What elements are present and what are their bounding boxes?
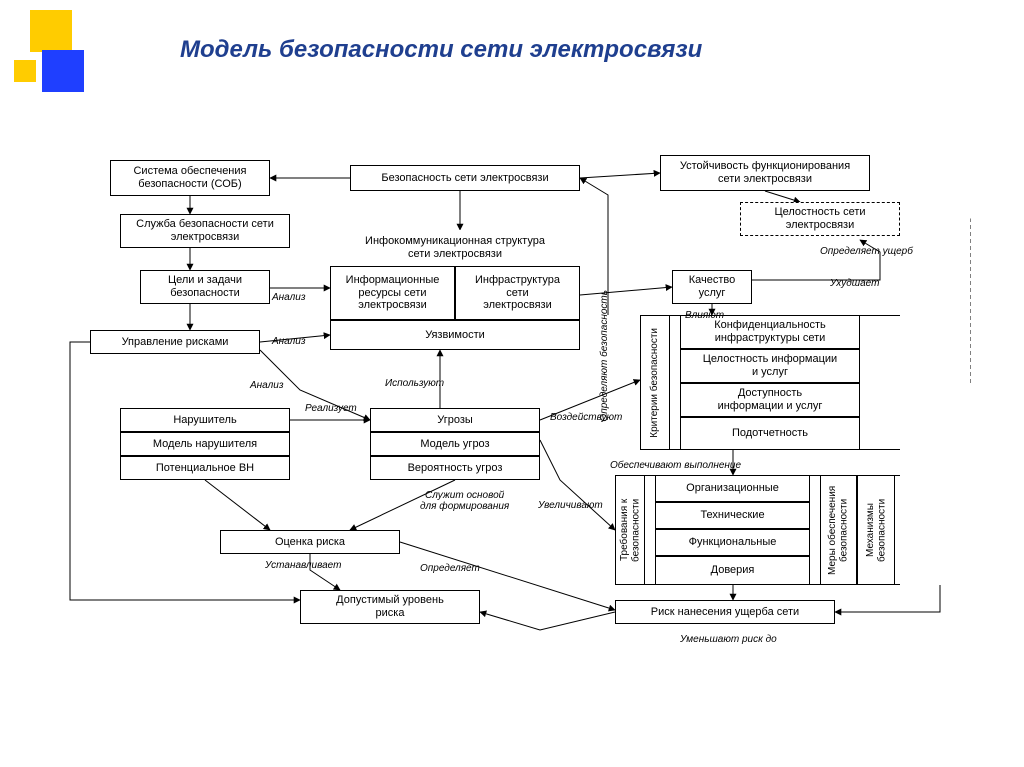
- edge-label: Используют: [385, 378, 444, 389]
- node-info_res: Информационныересурсы сетиэлектросвязи: [330, 266, 455, 320]
- decor-square: [42, 50, 84, 92]
- node-integrity: Целостность сетиэлектросвязи: [740, 202, 900, 236]
- node-req_org: Организационные: [655, 475, 810, 502]
- node-sob: Система обеспечениябезопасности (СОБ): [110, 160, 270, 196]
- edge-label: Определяет ущерб: [820, 246, 913, 257]
- node-goals: Цели и задачибезопасности: [140, 270, 270, 304]
- node-t_prob: Вероятность угроз: [370, 456, 540, 480]
- edge-label: Реализует: [305, 403, 357, 414]
- decor-square: [30, 10, 72, 52]
- edge-label: Служит основойдля формирования: [420, 490, 509, 512]
- edge-label: Влияют: [685, 310, 724, 321]
- node-mea_title: Меры обеспечения безопасности: [820, 475, 857, 585]
- edge-label: Определяет: [420, 563, 480, 574]
- decor-square: [14, 60, 36, 82]
- edge: [205, 480, 270, 530]
- node-right_rail: [900, 202, 970, 585]
- node-risk_dmg: Риск нанесения ущерба сети: [615, 600, 835, 624]
- edge-label: Устанавливает: [265, 560, 341, 571]
- node-stability: Устойчивость функционированиясети электр…: [660, 155, 870, 191]
- node-req_trust: Доверия: [655, 556, 810, 585]
- edge-label: Ухудшает: [830, 278, 879, 289]
- edge: [540, 440, 615, 530]
- node-infra: Инфраструктурасетиэлектросвязи: [455, 266, 580, 320]
- node-info_struct_title: Инфокоммуникационная структурасети элект…: [330, 230, 580, 266]
- node-risk_allow: Допустимый уровеньриска: [300, 590, 480, 624]
- node-req_func: Функциональные: [655, 529, 810, 556]
- edge: [765, 191, 800, 202]
- edge-label: Уменьшают риск до: [680, 634, 777, 645]
- node-mech_title: Механизмы безопасности: [857, 475, 895, 585]
- node-t_model: Модель угроз: [370, 432, 540, 456]
- edge-label: Обеспечивают выполнение: [610, 460, 741, 471]
- node-risk_eval: Оценка риска: [220, 530, 400, 554]
- edge: [580, 287, 672, 295]
- edge-label: Воздействуют: [550, 412, 622, 423]
- edge-label: Анализ: [272, 292, 305, 303]
- flowchart: Система обеспечениябезопасности (СОБ) Без…: [40, 140, 990, 730]
- node-crit_acc: Подотчетность: [680, 417, 860, 450]
- node-sec_net: Безопасность сети электросвязи: [350, 165, 580, 191]
- edge-label: Определяют безопасность: [599, 290, 610, 425]
- node-intruder: Нарушитель: [120, 408, 290, 432]
- node-i_pot: Потенциальное ВН: [120, 456, 290, 480]
- node-sec_svc: Служба безопасности сетиэлектросвязи: [120, 214, 290, 248]
- node-crit_title: Критерии безопасности: [640, 315, 670, 450]
- node-quality: Качествоуслуг: [672, 270, 752, 304]
- node-threats: Угрозы: [370, 408, 540, 432]
- node-risk_mgmt: Управление рисками: [90, 330, 260, 354]
- node-crit_avail: Доступностьинформации и услуг: [680, 383, 860, 417]
- slide-title: Модель безопасности сети электросвязи: [180, 36, 702, 64]
- node-req_title: Требования к безопасности: [615, 475, 645, 585]
- node-req_tech: Технические: [655, 502, 810, 529]
- edge-label: Анализ: [250, 380, 283, 391]
- edge: [580, 173, 660, 178]
- edge-label: Увеличивают: [538, 500, 603, 511]
- node-crit_integ: Целостность информациии услуг: [680, 349, 860, 383]
- node-i_model: Модель нарушителя: [120, 432, 290, 456]
- edge-label: Анализ: [272, 336, 305, 347]
- node-vuln: Уязвимости: [330, 320, 580, 350]
- edge: [480, 612, 615, 630]
